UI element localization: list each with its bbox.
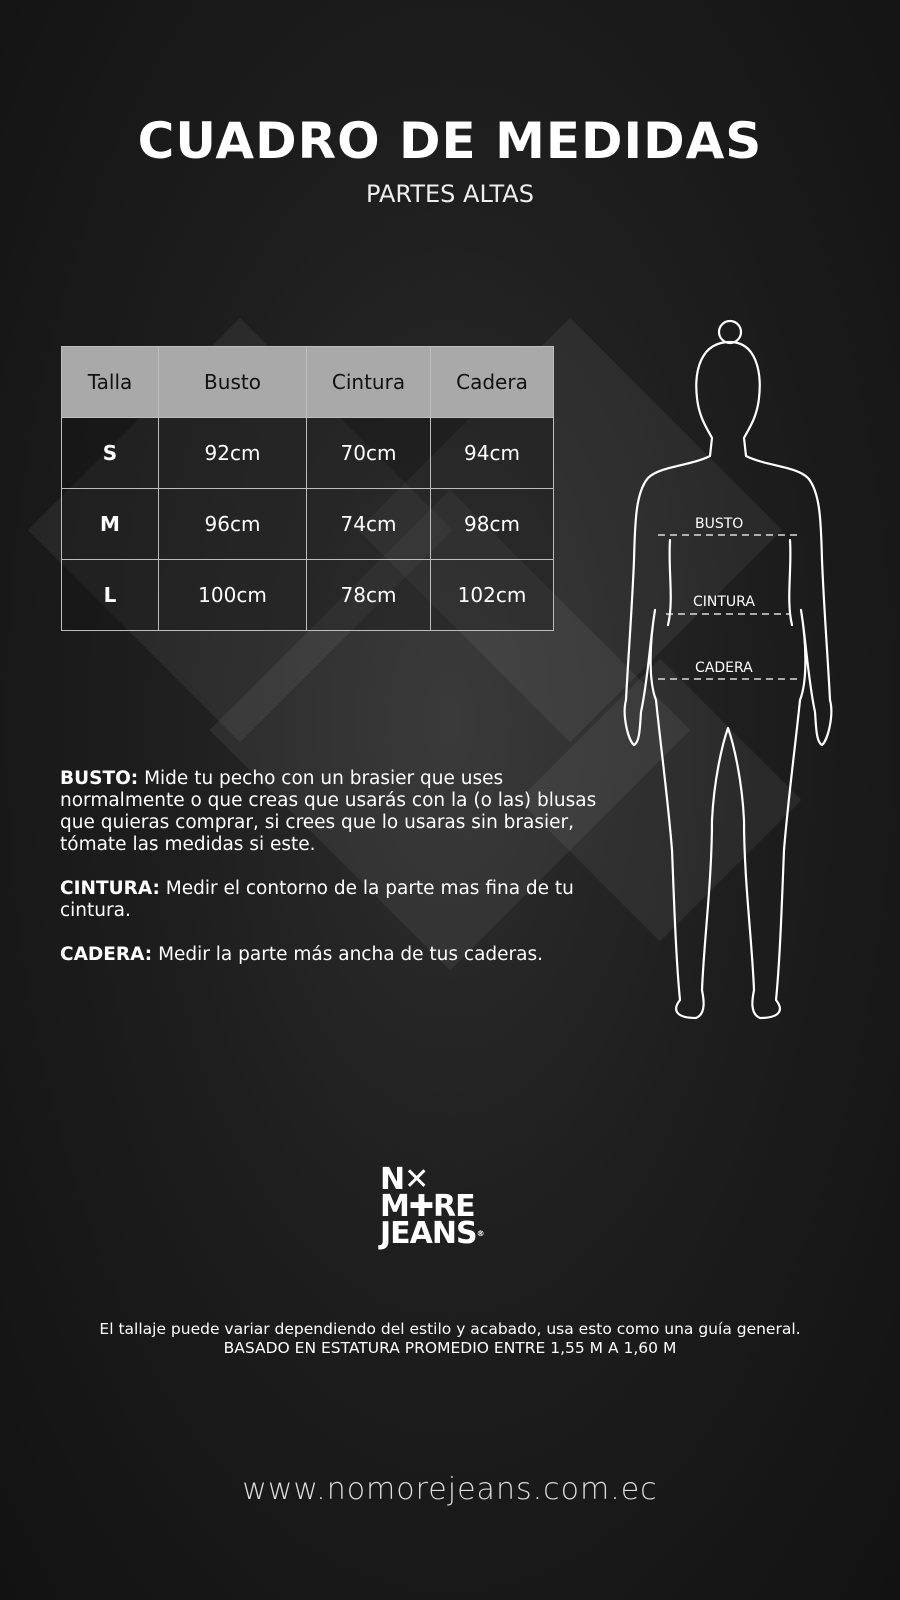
term: CINTURA:: [60, 878, 160, 899]
table-header-row: Talla Busto Cintura Cadera: [61, 346, 554, 418]
hip-cell: 102cm: [430, 559, 554, 631]
bust-cell: 96cm: [158, 488, 307, 560]
instruction-text: Mide tu pecho con un brasier que uses no…: [60, 768, 597, 855]
height-note: BASADO EN ESTATURA PROMEDIO ENTRE 1,55 M…: [223, 1339, 677, 1357]
waist-label: CINTURA: [693, 594, 755, 610]
body-outline: [623, 340, 833, 1020]
left-arm-inner: [666, 538, 672, 627]
body-figure-illustration: [0, 0, 900, 1100]
bust-instruction: BUSTO: Mide tu pecho con un brasier que …: [60, 768, 630, 856]
logo-line: M✚RE: [380, 1189, 476, 1224]
column-header: Busto: [158, 346, 307, 418]
hip-label: CADERA: [695, 660, 753, 676]
waist-cell: 70cm: [306, 417, 431, 489]
page-title: CUADRO DE MEDIDAS: [137, 112, 763, 170]
measurement-instructions: BUSTO: Mide tu pecho con un brasier que …: [60, 768, 630, 988]
waist-instruction: CINTURA: Medir el contorno de la parte m…: [60, 878, 630, 922]
size-cell: S: [61, 417, 159, 489]
column-header: Talla: [61, 346, 159, 418]
term: CADERA:: [60, 944, 153, 965]
hip-cell: 98cm: [430, 488, 554, 560]
page-subtitle: PARTES ALTAS: [366, 180, 534, 208]
right-arm-inner: [788, 538, 794, 627]
waist-cell: 78cm: [306, 559, 431, 631]
brand-logo: N✕ M✚RE JEANS®: [380, 1162, 485, 1249]
instruction-text: Medir el contorno de la parte mas fina d…: [60, 878, 574, 921]
waist-cell: 74cm: [306, 488, 431, 560]
size-cell: M: [61, 488, 159, 560]
size-table: Talla Busto Cintura Cadera S 92cm 70cm 9…: [61, 346, 554, 631]
size-cell: L: [61, 559, 159, 631]
logo-line: N✕: [380, 1162, 429, 1197]
sizing-disclaimer: El tallaje puede variar dependiendo del …: [99, 1320, 801, 1338]
website-link[interactable]: www.nomorejeans.com.ec: [242, 1472, 658, 1507]
table-row: M 96cm 74cm 98cm: [61, 488, 554, 560]
bust-label: BUSTO: [695, 516, 744, 532]
hip-cell: 94cm: [430, 417, 554, 489]
logo-line: JEANS: [380, 1216, 478, 1251]
hair-bun: [717, 319, 743, 345]
instruction-text: Medir la parte más ancha de tus caderas.: [152, 944, 544, 965]
hip-instruction: CADERA: Medir la parte más ancha de tus …: [60, 944, 630, 966]
registered-mark: ®: [476, 1229, 485, 1238]
bust-cell: 100cm: [158, 559, 307, 631]
term: BUSTO:: [60, 768, 139, 789]
table-row: L 100cm 78cm 102cm: [61, 559, 554, 631]
